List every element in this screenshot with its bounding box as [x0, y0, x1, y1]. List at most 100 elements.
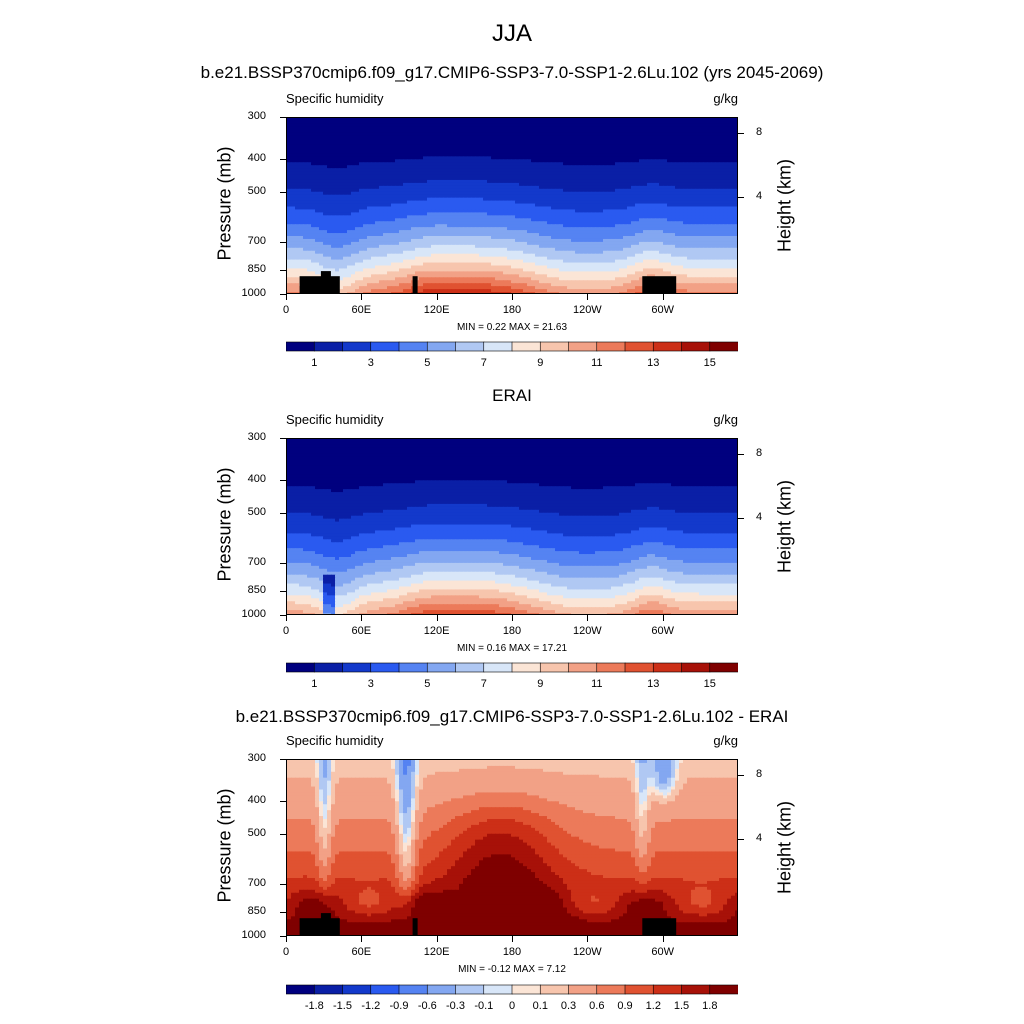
contour-cell	[499, 194, 504, 199]
page-title: JJA	[0, 20, 1024, 48]
contour-cell	[719, 241, 724, 246]
contour-cell	[611, 135, 616, 140]
contour-cell	[335, 165, 340, 169]
contour-cell	[603, 126, 608, 131]
contour-cell	[659, 194, 664, 199]
contour-cell	[299, 132, 304, 137]
contour-cell	[511, 156, 516, 160]
contour-cell	[423, 185, 428, 190]
contour-cell	[479, 206, 484, 211]
contour-cell	[451, 179, 456, 184]
contour-cell	[683, 126, 688, 131]
contour-cell	[447, 150, 452, 154]
contour-cell	[715, 147, 720, 152]
contour-cell	[403, 126, 408, 131]
contour-cell	[447, 200, 452, 205]
contour-cell	[507, 118, 512, 122]
contour-cell	[591, 236, 596, 240]
contour-cell	[451, 135, 456, 140]
contour-cell	[591, 191, 596, 196]
contour-cell	[563, 244, 568, 249]
contour-cell	[671, 209, 676, 213]
contour-cell	[599, 241, 604, 246]
contour-cell	[503, 153, 508, 157]
contour-cell	[491, 138, 496, 143]
contour-cell	[707, 165, 712, 169]
contour-cell	[603, 233, 608, 237]
contour-cell	[327, 129, 332, 134]
contour-cell	[603, 156, 608, 160]
contour-cell	[539, 182, 544, 187]
contour-cell	[519, 165, 524, 169]
contour-cell	[487, 218, 492, 222]
contour-cell	[671, 233, 676, 237]
contour-cell	[507, 206, 512, 211]
contour-cell	[375, 191, 380, 196]
contour-cell	[623, 159, 628, 163]
contour-cell	[595, 138, 600, 143]
contour-cell	[675, 227, 680, 231]
contour-cell	[359, 197, 364, 202]
contour-cell	[631, 174, 636, 178]
contour-cell	[367, 126, 372, 131]
contour-cell	[627, 123, 632, 128]
contour-cell	[463, 241, 468, 246]
contour-cell	[479, 129, 484, 134]
contour-cell	[655, 162, 660, 166]
contour-cell	[651, 132, 656, 137]
contour-cell	[435, 191, 440, 196]
contour-cell	[699, 150, 704, 154]
contour-cell	[575, 191, 580, 196]
contour-cell	[575, 174, 580, 178]
contour-cell	[539, 200, 544, 205]
contour-cell	[675, 174, 680, 178]
contour-cell	[559, 215, 564, 219]
contour-cell	[331, 144, 336, 149]
contour-cell	[323, 206, 328, 211]
contour-cell	[635, 132, 640, 137]
contour-cell	[575, 123, 580, 128]
contour-cell	[443, 174, 448, 178]
contour-cell	[335, 238, 340, 243]
contour-cell	[615, 200, 620, 205]
contour-cell	[639, 177, 644, 181]
contour-cell	[651, 218, 656, 222]
contour-cell	[311, 135, 316, 140]
contour-cell	[707, 185, 712, 190]
contour-cell	[347, 185, 352, 190]
contour-cell	[335, 247, 340, 252]
contour-cell	[691, 185, 696, 190]
contour-cell	[287, 129, 292, 134]
contour-cell	[467, 129, 472, 134]
contour-cell	[703, 197, 708, 202]
contour-cell	[299, 159, 304, 163]
contour-cell	[619, 212, 624, 216]
contour-cell	[351, 153, 356, 157]
contour-cell	[563, 188, 568, 193]
contour-cell	[451, 203, 456, 208]
contour-cell	[391, 212, 396, 216]
contour-cell	[535, 212, 540, 216]
contour-cell	[531, 153, 536, 157]
contour-cell	[443, 159, 448, 163]
contour-cell	[711, 132, 716, 137]
contour-cell	[483, 200, 488, 205]
contour-cell	[603, 135, 608, 140]
contour-cell	[483, 236, 488, 240]
contour-cell	[551, 197, 556, 202]
contour-cell	[467, 227, 472, 231]
contour-cell	[375, 227, 380, 231]
contour-cell	[399, 218, 404, 222]
contour-cell	[583, 177, 588, 181]
contour-cell	[471, 147, 476, 152]
contour-cell	[547, 188, 552, 193]
contour-cell	[411, 233, 416, 237]
contour-cell	[515, 224, 520, 228]
contour-cell	[323, 129, 328, 134]
contour-cell	[327, 197, 332, 202]
contour-cell	[483, 171, 488, 175]
contour-cell	[439, 126, 444, 131]
contour-cell	[483, 185, 488, 190]
contour-cell	[615, 185, 620, 190]
contour-cell	[411, 150, 416, 154]
